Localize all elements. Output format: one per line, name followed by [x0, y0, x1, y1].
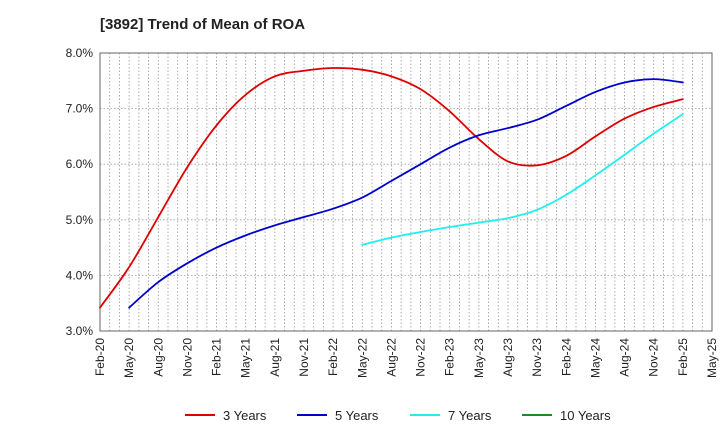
x-tick-label: May-25 — [705, 338, 719, 378]
x-tick-label: Aug-23 — [501, 338, 515, 377]
x-tick-label: Feb-23 — [443, 338, 457, 376]
x-tick-label: Feb-22 — [326, 338, 340, 376]
y-tick-label: 3.0% — [66, 324, 94, 338]
x-tick-label: Feb-20 — [93, 338, 107, 376]
x-tick-label: May-20 — [122, 338, 136, 378]
x-tick-label: Feb-25 — [676, 338, 690, 376]
chart-title: [3892] Trend of Mean of ROA — [100, 16, 306, 33]
grid — [100, 52, 712, 332]
x-tick-label: May-24 — [588, 338, 602, 378]
y-tick-label: 8.0% — [66, 46, 94, 60]
series-line-3-years — [99, 67, 684, 309]
series-lines — [99, 67, 684, 309]
x-tick-label: Feb-24 — [559, 338, 573, 376]
legend-label-10-years: 10 Years — [560, 408, 611, 423]
y-tick-label: 4.0% — [66, 268, 94, 282]
x-tick-label: Feb-21 — [210, 338, 224, 376]
x-tick-label: May-23 — [472, 338, 486, 378]
legend-label-7-years: 7 Years — [448, 408, 492, 423]
x-tick-label: Aug-24 — [618, 338, 632, 377]
axes: 3.0% 4.0% 5.0% 6.0% 7.0% 8.0% Feb-20 May-20 Aug-… — [66, 46, 719, 378]
x-tick-label: Nov-21 — [297, 338, 311, 377]
x-tick-label: Nov-22 — [414, 338, 428, 377]
series-line-7-years — [361, 113, 684, 246]
y-tick-label: 6.0% — [66, 157, 94, 171]
legend: 3 Years 5 Years 7 Years 10 Years — [185, 408, 611, 423]
x-tick-label: May-21 — [239, 338, 253, 378]
x-tick-label: Aug-22 — [384, 338, 398, 377]
y-tick-label: 5.0% — [66, 213, 94, 227]
x-tick-label: Aug-21 — [268, 338, 282, 377]
x-tick-label: Nov-20 — [180, 338, 194, 377]
plot-frame — [99, 52, 713, 332]
x-tick-label: May-22 — [355, 338, 369, 378]
series-line-5-years — [128, 78, 684, 309]
x-tick-label: Nov-24 — [647, 338, 661, 377]
y-tick-label: 7.0% — [66, 102, 94, 116]
x-tick-label: Aug-20 — [151, 338, 165, 377]
legend-label-3-years: 3 Years — [223, 408, 267, 423]
x-tick-label: Nov-23 — [530, 338, 544, 377]
legend-label-5-years: 5 Years — [335, 408, 379, 423]
